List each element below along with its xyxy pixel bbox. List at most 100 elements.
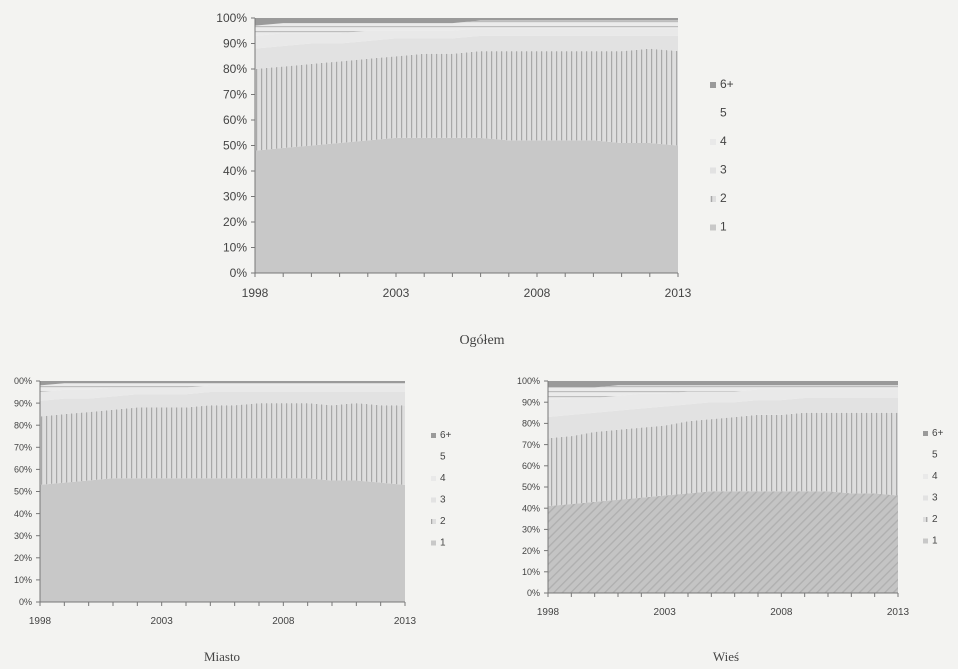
y-tick-label: 70% xyxy=(14,442,32,452)
chart-0: 0% 10% 20% 30% 40% 50% 60% 70% 80% 90% 100% 1998 200… xyxy=(216,11,733,348)
y-tick-label: 20% xyxy=(223,215,247,229)
y-tick-label: 0% xyxy=(19,597,32,607)
area-series-4 xyxy=(548,389,898,418)
y-tick-label: 30% xyxy=(522,525,540,535)
area-series-4 xyxy=(40,385,405,401)
area-series-6+ xyxy=(255,18,678,26)
legend-swatch-2 xyxy=(923,517,928,522)
y-tick-label: 40% xyxy=(223,164,247,178)
legend-label-3: 3 xyxy=(440,495,446,506)
legend-swatch-4 xyxy=(710,139,716,145)
chart-2: 0% 10% 20% 30% 40% 50% 60% 70% 80% 90% 100% 1998 200… xyxy=(517,376,944,664)
area-series-5 xyxy=(40,383,405,393)
legend-label-6+: 6+ xyxy=(932,428,944,439)
y-tick-label: 90% xyxy=(223,37,247,51)
area-series-1 xyxy=(40,478,405,602)
y-tick-label: 80% xyxy=(223,62,247,76)
y-tick-label: 80% xyxy=(14,420,32,430)
legend-swatch-6+ xyxy=(923,431,928,436)
x-tick-label: 2003 xyxy=(383,286,410,300)
y-tick-label: 50% xyxy=(14,487,32,497)
x-tick-label: 2008 xyxy=(770,607,793,618)
legend-swatch-1 xyxy=(923,538,928,544)
x-tick-label: 2003 xyxy=(654,607,677,618)
legend-label-5: 5 xyxy=(720,106,727,120)
legend-label-5: 5 xyxy=(440,452,446,463)
y-tick-label: 70% xyxy=(522,440,540,450)
y-tick-label: 40% xyxy=(522,503,540,513)
legend-swatch-4 xyxy=(923,474,928,479)
x-tick-label: 2013 xyxy=(887,607,910,618)
y-tick-label: 20% xyxy=(522,546,540,556)
y-tick-label: 0% xyxy=(527,588,540,598)
legend-swatch-5 xyxy=(431,454,436,460)
y-tick-label: 100% xyxy=(517,376,540,386)
y-tick-label: 90% xyxy=(14,398,32,408)
area-series-2 xyxy=(548,412,898,507)
y-tick-label: 60% xyxy=(223,113,247,127)
area-series-3 xyxy=(255,35,678,69)
y-tick-label: 80% xyxy=(522,419,540,429)
legend-label-5: 5 xyxy=(932,450,938,461)
legend-label-4: 4 xyxy=(932,471,938,482)
legend-swatch-4 xyxy=(431,476,436,481)
chart-1: 0% 10% 20% 30% 40% 50% 60% 70% 80% 90% 00% 1998 2003… xyxy=(14,376,452,664)
legend-label-3: 3 xyxy=(720,163,727,177)
legend-label-1: 1 xyxy=(932,536,938,547)
legend-swatch-3 xyxy=(710,167,716,174)
legend-label-2: 2 xyxy=(932,514,938,525)
y-tick-label: 100% xyxy=(216,11,247,25)
legend-label-1: 1 xyxy=(440,538,446,549)
y-tick-label: 10% xyxy=(223,241,247,255)
y-tick-label: 00% xyxy=(14,376,32,386)
y-tick-label: 30% xyxy=(223,190,247,204)
chart-title: Wieś xyxy=(713,649,739,664)
y-tick-label: 50% xyxy=(522,482,540,492)
legend-swatch-5 xyxy=(923,452,928,458)
y-tick-label: 60% xyxy=(522,461,540,471)
area-series-4 xyxy=(255,28,678,49)
legend-swatch-6+ xyxy=(431,433,436,438)
area-series-3 xyxy=(40,392,405,417)
y-tick-label: 10% xyxy=(522,567,540,577)
legend-label-1: 1 xyxy=(720,220,727,234)
legend-label-2: 2 xyxy=(720,191,727,205)
area-series-1 xyxy=(548,491,898,593)
x-tick-label: 2008 xyxy=(524,286,551,300)
area-series-6+ xyxy=(548,381,898,388)
legend-swatch-3 xyxy=(923,495,928,501)
legend-swatch-2 xyxy=(710,196,716,202)
legend-swatch-2 xyxy=(431,519,436,524)
legend-swatch-6+ xyxy=(710,82,716,88)
y-tick-label: 10% xyxy=(14,575,32,585)
y-tick-label: 20% xyxy=(14,553,32,563)
y-tick-label: 30% xyxy=(14,531,32,541)
y-tick-label: 40% xyxy=(14,509,32,519)
x-tick-label: 2013 xyxy=(394,616,417,627)
x-tick-label: 1998 xyxy=(242,286,269,300)
legend-label-3: 3 xyxy=(932,493,938,504)
y-tick-label: 70% xyxy=(223,88,247,102)
legend-label-2: 2 xyxy=(440,516,446,527)
legend-swatch-5 xyxy=(710,110,716,117)
y-tick-label: 0% xyxy=(230,266,248,280)
legend-swatch-3 xyxy=(431,497,436,503)
y-tick-label: 60% xyxy=(14,465,32,475)
chart-title: Miasto xyxy=(204,649,240,664)
legend-label-6+: 6+ xyxy=(440,430,452,441)
area-series-3 xyxy=(548,397,898,439)
legend-label-4: 4 xyxy=(440,473,446,484)
legend-label-6+: 6+ xyxy=(720,77,734,91)
legend-label-4: 4 xyxy=(720,134,727,148)
x-tick-label: 2008 xyxy=(272,616,295,627)
x-tick-label: 2013 xyxy=(665,286,692,300)
area-series-6+ xyxy=(40,381,405,386)
area-series-5 xyxy=(255,20,678,36)
area-series-5 xyxy=(548,385,898,401)
x-tick-label: 2003 xyxy=(151,616,174,627)
area-series-1 xyxy=(255,137,678,273)
y-tick-label: 90% xyxy=(522,397,540,407)
legend-swatch-1 xyxy=(431,540,436,546)
legend-swatch-1 xyxy=(710,224,716,231)
